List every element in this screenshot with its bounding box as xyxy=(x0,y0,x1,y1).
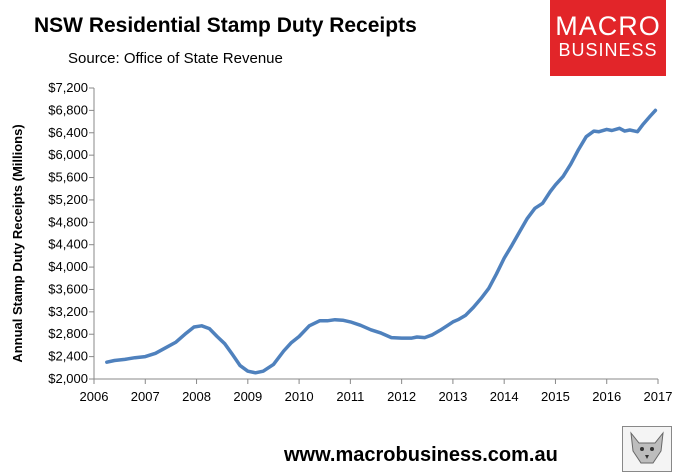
x-tick-label: 2010 xyxy=(285,389,314,404)
y-tick-label: $4,400 xyxy=(48,237,88,252)
y-tick-label: $5,600 xyxy=(48,170,88,185)
y-tick-label: $6,800 xyxy=(48,102,88,117)
y-tick-label: $4,800 xyxy=(48,214,88,229)
chart-series xyxy=(105,108,658,375)
x-tick-label: 2007 xyxy=(131,389,160,404)
y-tick-label: $6,000 xyxy=(48,147,88,162)
x-tick-label: 2014 xyxy=(490,389,519,404)
y-tick-label: $6,400 xyxy=(48,125,88,140)
y-tick-label: $4,000 xyxy=(48,259,88,274)
y-tick-label: $2,800 xyxy=(48,326,88,341)
chart-ticks: $2,000 $2,400 $2,800 $3,200 $3,600 $4,000 $4,4… xyxy=(48,80,672,404)
y-tick-label: $7,200 xyxy=(48,80,88,95)
y-tick-label: $2,000 xyxy=(48,371,88,386)
x-tick-label: 2008 xyxy=(182,389,211,404)
x-tick-label: 2012 xyxy=(387,389,416,404)
logo-line-1: MACRO xyxy=(555,11,661,41)
y-axis-label: Annual Stamp Duty Receipts (Millions) xyxy=(10,124,25,362)
series-line xyxy=(105,108,658,375)
y-tick-label: $3,200 xyxy=(48,304,88,319)
x-tick-label: 2015 xyxy=(541,389,570,404)
x-tick-label: 2011 xyxy=(336,389,364,404)
x-tick-label: 2017 xyxy=(644,389,673,404)
y-tick-label: $3,600 xyxy=(48,281,88,296)
macrobusiness-logo[interactable]: MACRO BUSINESS xyxy=(550,0,666,76)
chart-axes xyxy=(93,88,658,380)
wolf-icon xyxy=(622,426,672,472)
x-tick-label: 2009 xyxy=(233,389,262,404)
x-tick-label: 2016 xyxy=(592,389,621,404)
y-tick-label: $5,200 xyxy=(48,192,88,207)
chart-title: NSW Residential Stamp Duty Receipts xyxy=(34,14,417,37)
x-tick-label: 2013 xyxy=(438,389,467,404)
y-tick-label: $2,400 xyxy=(48,349,88,364)
x-tick-label: 2006 xyxy=(80,389,109,404)
logo-line-2: BUSINESS xyxy=(558,40,658,60)
chart-subtitle: Source: Office of State Revenue xyxy=(68,50,283,67)
footer-url-link[interactable]: www.macrobusiness.com.au xyxy=(284,444,558,466)
